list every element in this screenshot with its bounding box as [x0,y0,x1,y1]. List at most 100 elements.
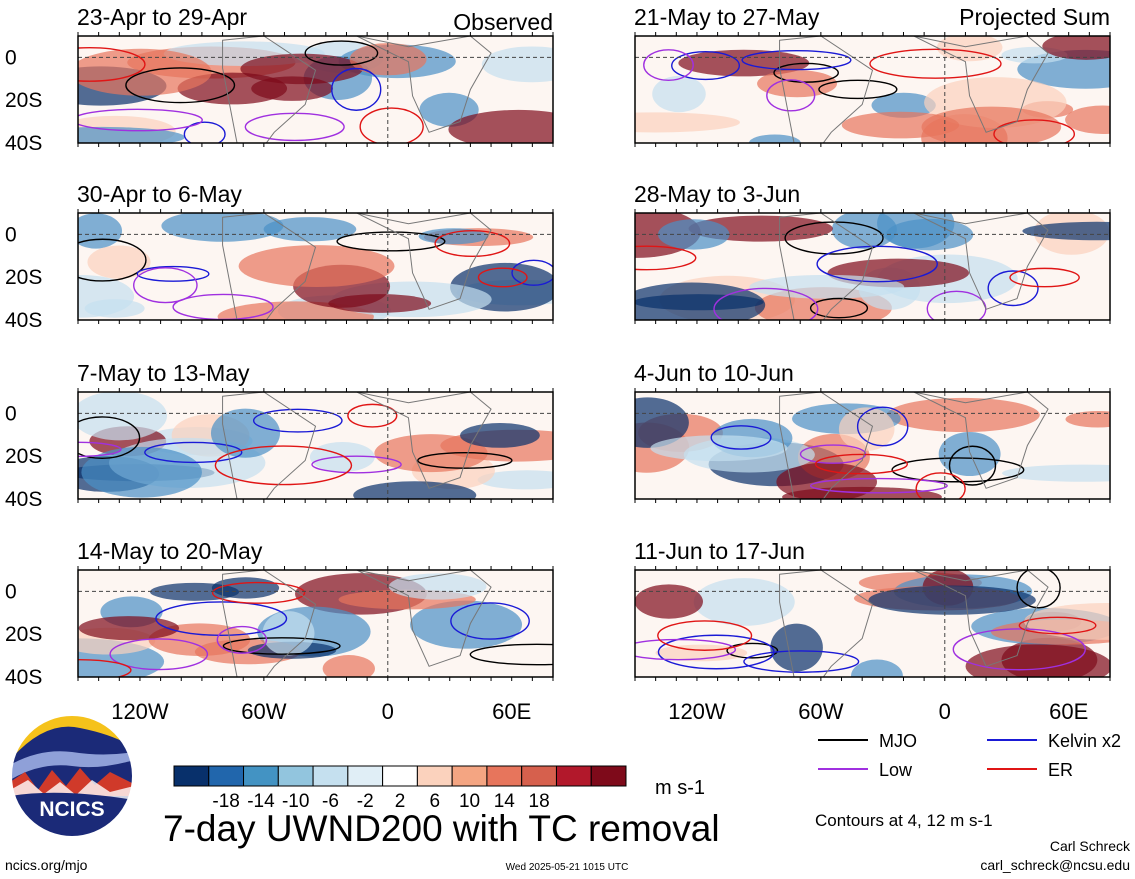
panel-frame [77,569,554,678]
contour-line [773,62,839,83]
colorbar-tick-label: -18 [212,791,239,812]
map-panel: 28-May to 3-Jun [634,181,1111,324]
map-panels: 23-Apr to 29-Apr 30-Apr to 6-May 7-May to … [77,4,1111,681]
author-name: Carl Schreck [1050,838,1131,854]
contour-line [78,238,147,282]
anomaly-shading [757,70,838,98]
colorbar-swatch [208,765,245,787]
y-tick-label: 40S [5,309,42,332]
contour-line [331,67,382,111]
colorbar-tick-label: -10 [282,791,309,812]
anomaly-shading [749,274,905,299]
x-tick-label: 0 [382,699,394,724]
colorbar-tick-label: -14 [247,791,275,812]
colorbar-swatch [382,765,418,787]
anomaly-shading [410,600,523,649]
x-tick-label: 60W [241,699,286,724]
x-tick-label: 120W [111,699,169,724]
y-tick-label: 20S [5,266,42,289]
contour-line [671,51,741,81]
anomaly-shading [481,46,553,83]
map-panel: 4-Jun to 10-Jun [634,360,1111,503]
x-tick-label: 0 [939,699,951,724]
colorbar-tick-label: 2 [395,791,406,812]
anomaly-shading [78,392,168,441]
contour-line [818,79,898,100]
contour-line [814,453,908,475]
anomaly-shading [838,407,895,451]
anomaly-shading [693,578,795,626]
contour-line [304,40,379,66]
colorbar-tick-label: 14 [494,791,516,812]
anomaly-shading [322,655,375,677]
contour-line [211,581,306,604]
panel-frame [634,35,1111,144]
anomaly-shading [635,112,740,133]
contour-line [987,270,1039,307]
colorbar-swatch [486,765,523,787]
africa-coast [913,392,1049,489]
south-america-coast [779,392,874,499]
y-tick-label: 0 [5,580,17,603]
y-tick-label: 0 [5,46,17,69]
colorbar-swatch [312,765,349,787]
colorbar: -18 -14 -10 -6 -2 2 6 10 14 18 [173,765,627,812]
contour-line [948,445,997,486]
anomaly-shading [240,53,363,85]
anomaly-shading [871,92,936,118]
colorbar-swatch [277,765,314,787]
panel-frame [77,35,554,144]
anomaly-shading [868,585,1036,615]
contour-line [477,267,528,288]
panel-frame [634,391,1111,500]
contour-line [809,477,948,494]
x-tick-label: 60W [798,699,843,724]
map-panel: 11-Jun to 17-Jun [634,538,1111,681]
contour-line [78,416,141,459]
colorbar-tick-label: -2 [357,791,374,812]
contour-line [311,455,402,474]
anomaly-shading [81,446,202,498]
panel-title: 21-May to 27-May [634,4,820,30]
map-panel: 30-Apr to 6-May [77,181,554,324]
map-panel: 14-May to 20-May [77,538,554,681]
ncics-logo: NCICS [10,714,134,838]
timestamp: Wed 2025-05-21 1015 UTC [506,862,629,873]
map-panel: 7-May to 13-May [77,360,554,503]
south-america-coast [222,36,317,143]
y-tick-label: 40S [5,132,42,155]
contour-line [109,638,209,671]
panel-title: 7-May to 13-May [77,360,250,386]
contour-line [336,231,446,252]
contour-line [816,245,938,283]
legend-kelvin-label: Kelvin x2 [1048,731,1121,751]
anomaly-shading [1065,105,1110,134]
anomaly-shading [251,76,333,101]
contour-line [657,620,753,651]
anomaly-shading [635,294,764,311]
contour-line [1009,267,1080,288]
contour-legend: MJO Kelvin x2 Low ER [818,731,1121,780]
panel-frame [634,569,1111,678]
africa-coast [356,570,492,667]
map-panel: 21-May to 27-May [634,4,1111,147]
contour-line [915,472,966,499]
africa-coast [913,36,1049,133]
anomaly-shading [652,75,706,113]
south-america-coast [779,570,874,677]
contour-line [144,441,243,464]
contour-line [347,403,398,428]
contour-line [78,658,132,677]
south-america-coast [222,213,317,320]
panel-frame [634,212,1111,321]
contour-line [1018,616,1097,635]
y-tick-label: 40S [5,666,42,689]
axis-labels: 0 20S 40S 0 20S 40S 0 20S 40S 0 20S 40S 120W 60W 0 60E 1… [5,46,1088,724]
anomaly-shading [1002,464,1110,482]
anomaly-shading [388,573,487,600]
contour-line [511,259,553,286]
x-tick-label: 60E [492,699,531,724]
africa-coast [913,213,1049,310]
contour-line [469,643,553,666]
